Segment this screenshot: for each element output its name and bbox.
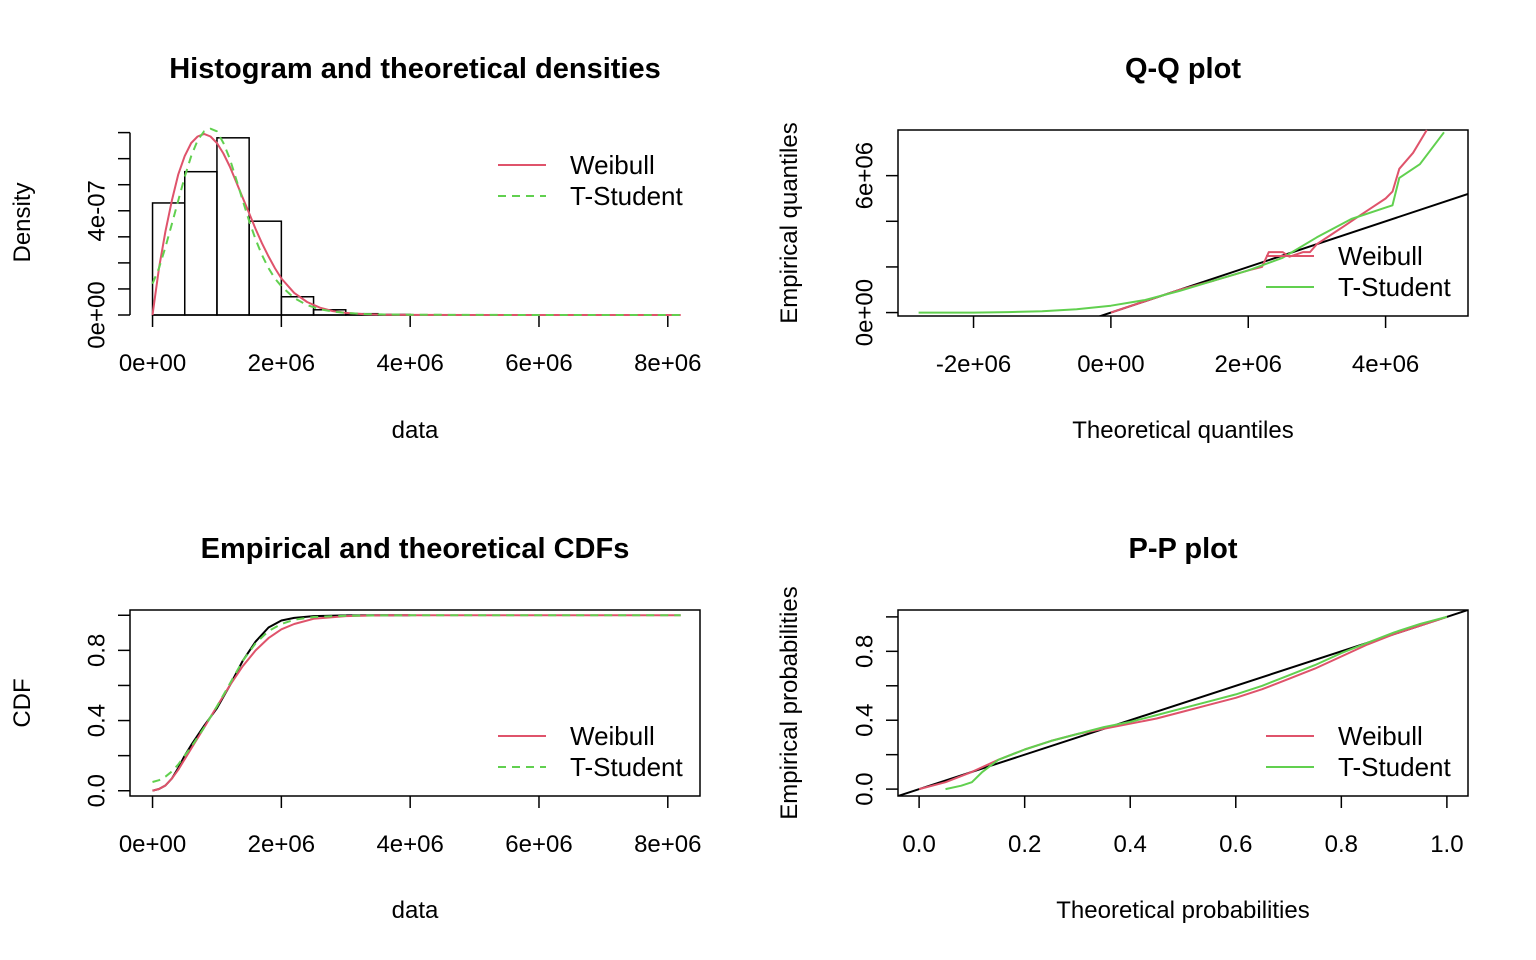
legend-label: Weibull xyxy=(1338,241,1423,271)
panel-cdf: Empirical and theoretical CDFs data CDF 0e+… xyxy=(9,533,701,924)
chart-title: Empirical and theoretical CDFs xyxy=(201,533,630,565)
y-axis-label: Empirical quantiles xyxy=(776,122,803,323)
chart-title: Histogram and theoretical densities xyxy=(169,53,661,85)
legend-label: Weibull xyxy=(570,150,655,180)
panel-qq: Q-Q plot Theoretical quantiles Empirical q… xyxy=(776,53,1469,444)
y-axis-label: CDF xyxy=(9,678,36,727)
series-line-t-student xyxy=(151,127,681,316)
x-tick-label: 2e+06 xyxy=(248,831,315,858)
x-axis-label: data xyxy=(392,417,439,444)
series-line-empirical xyxy=(152,614,411,792)
y-tick-label: 0e+00 xyxy=(83,281,110,348)
series-line-weibull xyxy=(152,614,681,792)
x-tick-label: 0e+00 xyxy=(1077,351,1144,378)
chart-title: P-P plot xyxy=(1128,533,1237,565)
y-tick-label: 0.4 xyxy=(851,704,878,737)
x-tick-label: 0e+00 xyxy=(119,350,186,377)
legend-label: T-Student xyxy=(570,752,684,782)
x-tick-label: 1.0 xyxy=(1430,831,1463,858)
legend-label: Weibull xyxy=(1338,721,1423,751)
legend-label: T-Student xyxy=(570,181,684,211)
x-tick-label: 0.4 xyxy=(1114,831,1147,858)
y-tick-label: 0.8 xyxy=(83,634,110,667)
x-tick-label: 0.6 xyxy=(1219,831,1252,858)
plot-frame xyxy=(129,609,701,797)
x-tick-label: 0.0 xyxy=(902,831,935,858)
series-line-t-student xyxy=(152,614,681,783)
y-tick-label: 0.8 xyxy=(851,635,878,668)
y-tick-label: 0.0 xyxy=(851,772,878,805)
histogram-bar xyxy=(183,170,218,316)
y-tick-label: 6e+06 xyxy=(851,142,878,209)
y-tick-label: 4e-07 xyxy=(83,180,110,241)
y-axis-label: Empirical probabilities xyxy=(776,586,803,819)
x-tick-label: -2e+06 xyxy=(936,351,1011,378)
x-tick-label: 8e+06 xyxy=(634,831,701,858)
x-tick-label: 4e+06 xyxy=(1352,351,1419,378)
x-axis-label: Theoretical probabilities xyxy=(1056,897,1309,924)
x-axis-label: data xyxy=(392,897,439,924)
panel-histogram: Histogram and theoretical densities data D… xyxy=(9,53,701,444)
plot-frame xyxy=(897,609,1469,797)
legend-label: T-Student xyxy=(1338,272,1452,302)
x-tick-label: 2e+06 xyxy=(1215,351,1282,378)
plot-frame xyxy=(897,129,1469,317)
x-tick-label: 8e+06 xyxy=(634,350,701,377)
x-tick-label: 6e+06 xyxy=(505,831,572,858)
legend-label: T-Student xyxy=(1338,752,1452,782)
y-tick-label: 0e+00 xyxy=(851,279,878,346)
x-tick-label: 4e+06 xyxy=(376,831,443,858)
y-tick-label: 0.0 xyxy=(83,774,110,807)
y-tick-label: 0.4 xyxy=(83,704,110,737)
series-line-t-student xyxy=(918,131,1445,314)
y-axis-label: Density xyxy=(9,182,36,262)
x-axis-label: Theoretical quantiles xyxy=(1072,417,1293,444)
x-tick-label: 4e+06 xyxy=(376,350,443,377)
x-tick-label: 0.2 xyxy=(1008,831,1041,858)
chart-title: Q-Q plot xyxy=(1125,53,1241,85)
panel-pp: P-P plot Theoretical probabilities Empiric… xyxy=(776,533,1469,924)
series-line-t-student xyxy=(945,615,1448,791)
legend-label: Weibull xyxy=(570,721,655,751)
x-tick-label: 0.8 xyxy=(1325,831,1358,858)
histogram-bar xyxy=(216,137,250,316)
x-tick-label: 6e+06 xyxy=(505,350,572,377)
histogram-bar xyxy=(248,220,283,316)
x-tick-label: 2e+06 xyxy=(248,350,315,377)
x-tick-label: 0e+00 xyxy=(119,831,186,858)
